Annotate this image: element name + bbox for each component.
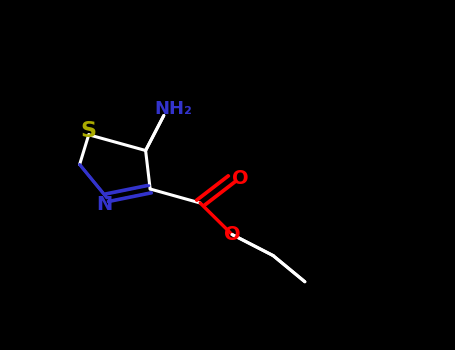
Text: NH₂: NH₂	[154, 99, 192, 118]
Text: O: O	[232, 169, 248, 188]
Text: O: O	[224, 225, 240, 244]
Text: N: N	[96, 195, 113, 214]
Text: S: S	[81, 121, 97, 141]
